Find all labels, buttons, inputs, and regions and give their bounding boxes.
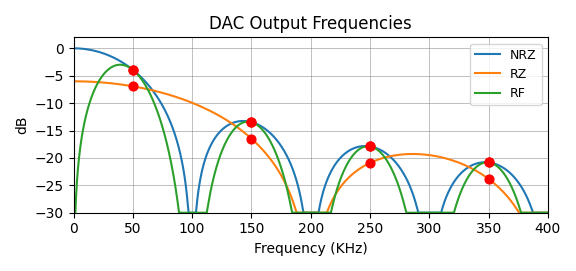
Point (128, 68, 138, 72)
RZ (357, 167, 364, 170)
RF (188, 211, 195, 214)
NRZ (294, 184, 301, 187)
Point (247, 136, 256, 141)
RZ (70, 80, 77, 83)
RZ (188, 101, 195, 104)
NRZ (185, 211, 192, 214)
RZ (410, 152, 416, 156)
Point (365, 144, 374, 149)
RF (544, 211, 551, 214)
RZ (293, 211, 300, 214)
Y-axis label: dB: dB (15, 116, 29, 134)
NRZ (357, 145, 364, 148)
Line: RZ: RZ (74, 81, 548, 213)
Point (484, 160, 493, 164)
RF (294, 211, 301, 214)
Point (365, 161, 374, 165)
Point (247, 120, 256, 124)
Point (247, 120, 256, 124)
NRZ (544, 211, 551, 214)
RF (117, 63, 124, 66)
NRZ (374, 147, 381, 150)
RF (357, 147, 364, 150)
Legend: NRZ, RZ, RF: NRZ, RZ, RF (470, 44, 541, 105)
Point (484, 177, 493, 181)
RZ (514, 208, 521, 211)
NRZ (188, 211, 195, 214)
Line: RF: RF (74, 65, 548, 213)
RF (410, 211, 416, 214)
NRZ (70, 47, 77, 50)
RF (70, 211, 77, 214)
RF (514, 199, 521, 202)
Point (484, 160, 493, 164)
RZ (374, 158, 381, 161)
Point (128, 84, 138, 88)
NRZ (514, 179, 521, 182)
X-axis label: Frequency (KHz): Frequency (KHz) (254, 242, 367, 256)
RZ (294, 211, 301, 214)
RZ (544, 211, 551, 214)
Point (365, 144, 374, 149)
RF (374, 149, 381, 152)
Line: NRZ: NRZ (74, 48, 548, 213)
Title: DAC Output Frequencies: DAC Output Frequencies (209, 15, 412, 33)
Point (128, 68, 138, 72)
NRZ (410, 193, 416, 196)
